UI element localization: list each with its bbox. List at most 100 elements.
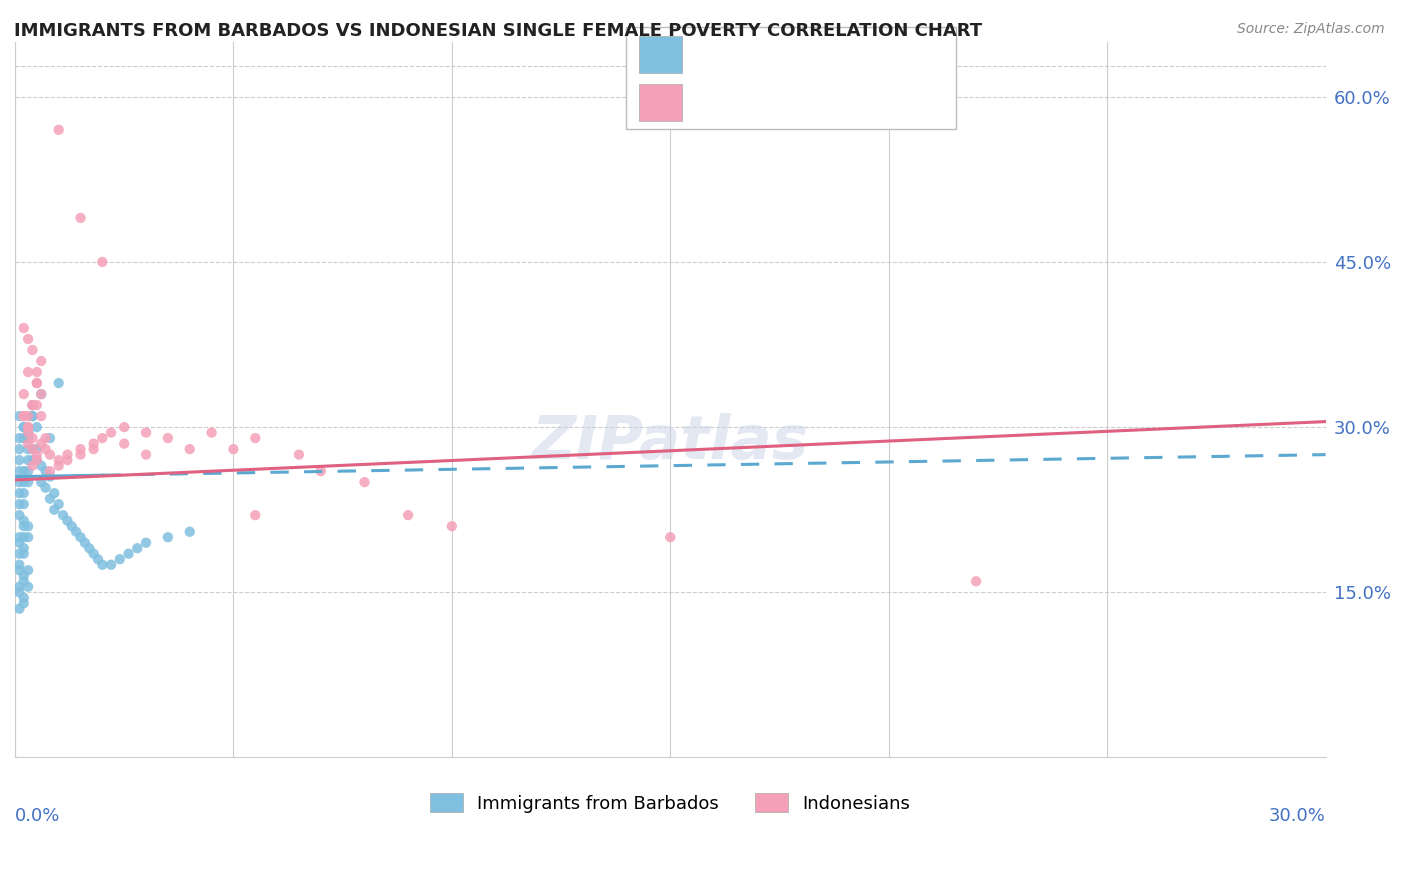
Point bbox=[17, 436, 39, 450]
Point bbox=[13, 420, 35, 434]
Point bbox=[13, 574, 35, 589]
Point bbox=[83, 547, 105, 561]
Point bbox=[135, 448, 157, 462]
Text: IMMIGRANTS FROM BARBADOS VS INDONESIAN SINGLE FEMALE POVERTY CORRELATION CHART: IMMIGRANTS FROM BARBADOS VS INDONESIAN S… bbox=[14, 22, 983, 40]
Point bbox=[8, 453, 31, 467]
Point bbox=[440, 519, 463, 533]
Point bbox=[17, 332, 39, 346]
FancyBboxPatch shape bbox=[638, 84, 682, 121]
Point bbox=[17, 409, 39, 423]
Point bbox=[353, 475, 375, 490]
Point bbox=[17, 475, 39, 490]
Point bbox=[8, 547, 31, 561]
Point bbox=[245, 431, 267, 445]
Point bbox=[8, 475, 31, 490]
Point bbox=[8, 442, 31, 457]
Point bbox=[48, 376, 70, 390]
Point bbox=[13, 431, 35, 445]
Point bbox=[245, 508, 267, 523]
Point bbox=[13, 475, 35, 490]
FancyBboxPatch shape bbox=[638, 36, 682, 73]
Point bbox=[73, 535, 96, 549]
Point bbox=[17, 464, 39, 478]
Point bbox=[112, 436, 135, 450]
Point bbox=[17, 431, 39, 445]
Point bbox=[17, 420, 39, 434]
Point bbox=[965, 574, 987, 589]
Point bbox=[30, 387, 52, 401]
Point bbox=[288, 448, 311, 462]
Point bbox=[13, 547, 35, 561]
Point bbox=[25, 442, 48, 457]
Point bbox=[91, 431, 114, 445]
Point bbox=[21, 453, 44, 467]
FancyBboxPatch shape bbox=[626, 27, 956, 129]
Point bbox=[21, 442, 44, 457]
Point bbox=[39, 448, 62, 462]
Point bbox=[25, 453, 48, 467]
Point bbox=[309, 464, 332, 478]
Point bbox=[17, 519, 39, 533]
Point bbox=[17, 530, 39, 544]
Point bbox=[91, 255, 114, 269]
Point bbox=[17, 563, 39, 577]
Point bbox=[21, 343, 44, 357]
Point bbox=[17, 425, 39, 440]
Point bbox=[8, 563, 31, 577]
Point bbox=[8, 535, 31, 549]
Text: R = 0.059   N = 58: R = 0.059 N = 58 bbox=[695, 94, 880, 112]
Point bbox=[25, 448, 48, 462]
Point bbox=[13, 519, 35, 533]
Point bbox=[34, 481, 56, 495]
Point bbox=[34, 431, 56, 445]
Point bbox=[8, 530, 31, 544]
Point bbox=[34, 442, 56, 457]
Point bbox=[8, 580, 31, 594]
Point bbox=[25, 453, 48, 467]
Point bbox=[135, 425, 157, 440]
Text: 30.0%: 30.0% bbox=[1268, 807, 1326, 825]
Point bbox=[108, 552, 131, 566]
Point bbox=[13, 409, 35, 423]
Point bbox=[13, 420, 35, 434]
Point bbox=[48, 458, 70, 473]
Point bbox=[112, 420, 135, 434]
Point bbox=[69, 211, 91, 225]
Point bbox=[39, 469, 62, 483]
Point bbox=[13, 591, 35, 605]
Point bbox=[13, 596, 35, 610]
Point bbox=[179, 524, 201, 539]
Point bbox=[13, 497, 35, 511]
Point bbox=[200, 425, 222, 440]
Point bbox=[396, 508, 419, 523]
Point bbox=[56, 453, 79, 467]
Point bbox=[8, 464, 31, 478]
Point bbox=[30, 354, 52, 368]
Point bbox=[21, 398, 44, 412]
Point bbox=[8, 409, 31, 423]
Point bbox=[44, 502, 66, 516]
Point bbox=[13, 464, 35, 478]
Legend: Immigrants from Barbados, Indonesians: Immigrants from Barbados, Indonesians bbox=[423, 786, 917, 820]
Point bbox=[25, 376, 48, 390]
Point bbox=[87, 552, 110, 566]
Point bbox=[117, 547, 139, 561]
Point bbox=[135, 535, 157, 549]
Point bbox=[156, 530, 179, 544]
Point bbox=[30, 436, 52, 450]
Point bbox=[30, 475, 52, 490]
Point bbox=[30, 409, 52, 423]
Point bbox=[17, 580, 39, 594]
Point bbox=[8, 558, 31, 572]
Point bbox=[48, 453, 70, 467]
Point bbox=[13, 321, 35, 335]
Point bbox=[21, 458, 44, 473]
Point bbox=[100, 558, 122, 572]
Point bbox=[21, 409, 44, 423]
Point bbox=[69, 448, 91, 462]
Point bbox=[100, 425, 122, 440]
Point bbox=[52, 508, 75, 523]
Point bbox=[179, 442, 201, 457]
Point bbox=[91, 558, 114, 572]
Point bbox=[13, 541, 35, 556]
